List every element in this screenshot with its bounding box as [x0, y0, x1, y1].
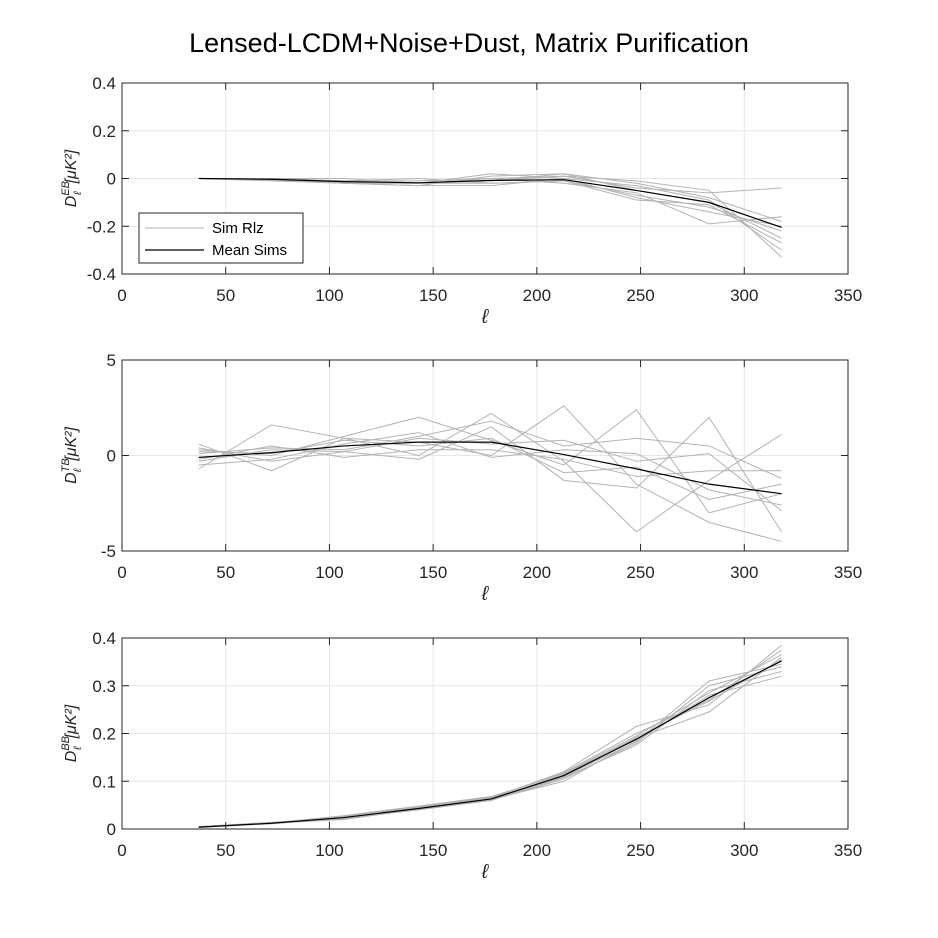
x-tick-label: 150 — [419, 286, 447, 305]
y-tick-label: 5 — [107, 351, 116, 370]
x-tick-label: 250 — [626, 841, 654, 860]
y-tick-label: 0.3 — [92, 677, 116, 696]
sim-rlz-line-6 — [198, 432, 782, 506]
legend-label-mean: Mean Sims — [212, 242, 287, 259]
x-tick-label: 50 — [216, 286, 235, 305]
x-tick-label: 150 — [419, 563, 447, 582]
sim-rlz-line-2 — [198, 405, 782, 542]
y-axis-label: DEBℓ[μK²] — [60, 149, 84, 207]
x-tick-label: 250 — [626, 563, 654, 582]
sim-rlz-line-9 — [198, 437, 782, 512]
x-tick-label: 250 — [626, 286, 654, 305]
y-tick-label: -0.4 — [87, 265, 116, 284]
chart-panel-3: 0 50 100 150 200 250 300 350 0 0.1 0.2 0.3 0.4 ℓ DBBℓ[… — [60, 629, 862, 883]
y-tick-label: 0.4 — [92, 74, 116, 93]
x-tick-label: 200 — [523, 286, 551, 305]
x-tick-label: 150 — [419, 841, 447, 860]
x-tick-label: 100 — [315, 563, 343, 582]
x-tick-label: 350 — [834, 563, 862, 582]
legend-label-sim: Sim Rlz — [212, 220, 264, 237]
y-tick-label: 0.1 — [92, 772, 116, 791]
x-tick-label: 0 — [117, 841, 126, 860]
x-tick-label: 50 — [216, 563, 235, 582]
mean-sims-line — [198, 441, 782, 495]
sim-rlz-line-1 — [198, 412, 782, 533]
x-tick-label: 300 — [730, 563, 758, 582]
x-tick-label: 300 — [730, 286, 758, 305]
x-tick-label: 50 — [216, 841, 235, 860]
sim-rlz-line-6 — [198, 177, 782, 227]
y-tick-label: 0 — [107, 170, 116, 189]
y-tick-label: -0.2 — [87, 217, 116, 236]
x-axis-label: ℓ — [481, 583, 490, 605]
y-axis-label: DTBℓ[μK²] — [60, 427, 84, 484]
x-tick-label: 300 — [730, 841, 758, 860]
sim-rlz-line-7 — [198, 437, 782, 500]
x-axis-label: ℓ — [481, 861, 490, 883]
x-axis-label: ℓ — [481, 306, 490, 328]
x-tick-label: 0 — [117, 286, 126, 305]
legend-box — [138, 212, 304, 264]
mean-sims-line — [198, 660, 782, 828]
y-tick-label: 0.2 — [92, 725, 116, 744]
y-tick-label: 0.2 — [92, 122, 116, 141]
x-tick-label: 350 — [834, 286, 862, 305]
sim-rlz-line-5 — [198, 420, 782, 479]
x-tick-label: 100 — [315, 841, 343, 860]
x-tick-label: 100 — [315, 286, 343, 305]
y-tick-label: 0 — [107, 820, 116, 839]
x-tick-label: 200 — [523, 563, 551, 582]
chart-panel-1: 0 50 100 150 200 250 300 350 -0.4 -0.2 0 0.2 0.4 ℓ DEB… — [60, 74, 862, 328]
mean-sims-line — [198, 177, 782, 229]
y-axis-label: DBBℓ[μK²] — [60, 704, 84, 762]
x-tick-label: 350 — [834, 841, 862, 860]
figure-title: Lensed-LCDM+Noise+Dust, Matrix Purificat… — [189, 28, 749, 58]
legend: Sim Rlz Mean Sims — [138, 212, 304, 264]
sim-rlz-line-5 — [198, 173, 782, 251]
y-tick-label: -5 — [101, 542, 116, 561]
x-tick-label: 0 — [117, 563, 126, 582]
sim-rlz-line-8 — [198, 445, 782, 478]
y-tick-label: 0 — [107, 447, 116, 466]
x-tick-label: 200 — [523, 841, 551, 860]
y-tick-label: 0.4 — [92, 629, 116, 648]
